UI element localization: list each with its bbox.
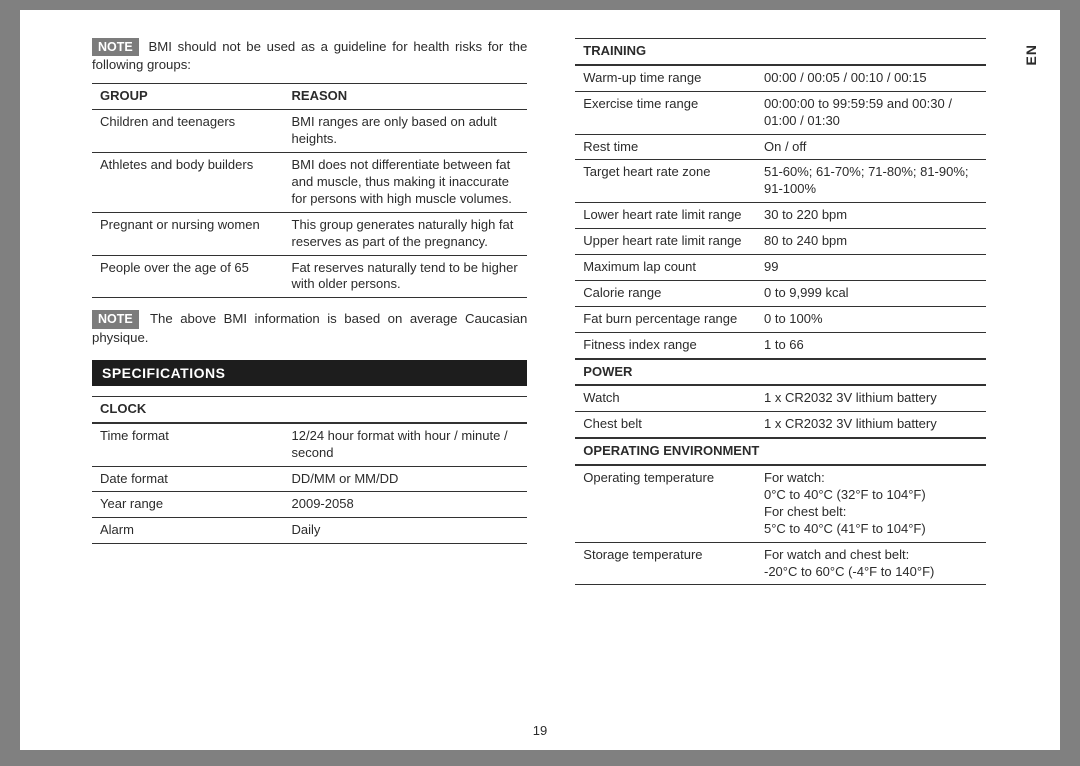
cell: Chest belt [575, 412, 756, 438]
cell: This group generates naturally high fat … [284, 212, 528, 255]
cell: 30 to 220 bpm [756, 203, 986, 229]
table-row: Year range2009-2058 [92, 492, 527, 518]
cell: Athletes and body builders [92, 153, 284, 213]
cell: Calorie range [575, 280, 756, 306]
table-row: Target heart rate zone51-60%; 61-70%; 71… [575, 160, 986, 203]
table-row: Exercise time range00:00:00 to 99:59:59 … [575, 91, 986, 134]
table-row: Athletes and body buildersBMI does not d… [92, 153, 527, 213]
env-table: Operating temperatureFor watch: 0°C to 4… [575, 465, 986, 585]
language-tag: EN [1022, 44, 1040, 65]
cell: Upper heart rate limit range [575, 229, 756, 255]
table-row: Storage temperatureFor watch and chest b… [575, 542, 986, 585]
table-row: Rest timeOn / off [575, 134, 986, 160]
cell: Time format [92, 423, 284, 466]
cell: Fitness index range [575, 332, 756, 358]
cell: Daily [284, 518, 528, 544]
cell: 1 to 66 [756, 332, 986, 358]
cell: 2009-2058 [284, 492, 528, 518]
table-row: Fitness index range1 to 66 [575, 332, 986, 358]
env-heading: OPERATING ENVIRONMENT [575, 438, 986, 465]
cell: Pregnant or nursing women [92, 212, 284, 255]
cell: People over the age of 65 [92, 255, 284, 298]
table-row: Date formatDD/MM or MM/DD [92, 466, 527, 492]
cell: Target heart rate zone [575, 160, 756, 203]
cell: Watch [575, 386, 756, 412]
power-heading: POWER [575, 359, 986, 386]
note-bmi-basis: NOTE The above BMI information is based … [92, 310, 527, 345]
cell: Fat burn percentage range [575, 306, 756, 332]
table-header-row: Group Reason [92, 84, 527, 110]
specifications-heading: SPECIFICATIONS [92, 360, 527, 386]
table-row: Chest belt1 x CR2032 3V lithium battery [575, 412, 986, 438]
table-row: People over the age of 65Fat reserves na… [92, 255, 527, 298]
table-row: Operating temperatureFor watch: 0°C to 4… [575, 466, 986, 543]
note-badge: NOTE [92, 310, 139, 328]
cell: Warm-up time range [575, 65, 756, 91]
cell: BMI ranges are only based on adult heigh… [284, 110, 528, 153]
table-row: Watch1 x CR2032 3V lithium battery [575, 386, 986, 412]
cell: For watch: 0°C to 40°C (32°F to 104°F) F… [756, 466, 986, 543]
cell: Year range [92, 492, 284, 518]
cell: 0 to 100% [756, 306, 986, 332]
col-reason: Reason [284, 84, 528, 110]
cell: Exercise time range [575, 91, 756, 134]
table-row: Upper heart rate limit range80 to 240 bp… [575, 229, 986, 255]
manual-page: EN NOTE BMI should not be used as a guid… [20, 10, 1060, 750]
clock-heading: CLOCK [92, 396, 527, 423]
table-row: Pregnant or nursing womenThis group gene… [92, 212, 527, 255]
table-row: AlarmDaily [92, 518, 527, 544]
training-heading: TRAINING [575, 38, 986, 65]
cell: 1 x CR2032 3V lithium battery [756, 412, 986, 438]
cell: Rest time [575, 134, 756, 160]
note-text: The above BMI information is based on av… [92, 311, 527, 344]
cell: Children and teenagers [92, 110, 284, 153]
table-row: Time format12/24 hour format with hour /… [92, 423, 527, 466]
cell: Lower heart rate limit range [575, 203, 756, 229]
note-text: BMI should not be used as a guideline fo… [92, 39, 527, 72]
cell: 12/24 hour format with hour / minute / s… [284, 423, 528, 466]
cell: For watch and chest belt: -20°C to 60°C … [756, 542, 986, 585]
cell: Date format [92, 466, 284, 492]
note-badge: NOTE [92, 38, 139, 56]
cell: 99 [756, 255, 986, 281]
clock-table: Time format12/24 hour format with hour /… [92, 423, 527, 544]
left-column: NOTE BMI should not be used as a guideli… [92, 38, 527, 730]
power-table: Watch1 x CR2032 3V lithium battery Chest… [575, 385, 986, 438]
cell: Operating temperature [575, 466, 756, 543]
page-number: 19 [533, 723, 547, 740]
cell: 80 to 240 bpm [756, 229, 986, 255]
table-row: Maximum lap count99 [575, 255, 986, 281]
cell: 00:00 / 00:05 / 00:10 / 00:15 [756, 65, 986, 91]
cell: Maximum lap count [575, 255, 756, 281]
training-table: Warm-up time range00:00 / 00:05 / 00:10 … [575, 65, 986, 359]
cell: 00:00:00 to 99:59:59 and 00:30 / 01:00 /… [756, 91, 986, 134]
col-group: Group [92, 84, 284, 110]
cell: 0 to 9,999 kcal [756, 280, 986, 306]
right-column: TRAINING Warm-up time range00:00 / 00:05… [575, 38, 1012, 730]
cell: DD/MM or MM/DD [284, 466, 528, 492]
note-bmi-groups: NOTE BMI should not be used as a guideli… [92, 38, 527, 73]
cell: 51-60%; 61-70%; 71-80%; 81-90%; 91-100% [756, 160, 986, 203]
cell: Storage temperature [575, 542, 756, 585]
cell: On / off [756, 134, 986, 160]
table-row: Lower heart rate limit range30 to 220 bp… [575, 203, 986, 229]
cell: 1 x CR2032 3V lithium battery [756, 386, 986, 412]
table-row: Calorie range0 to 9,999 kcal [575, 280, 986, 306]
table-row: Warm-up time range00:00 / 00:05 / 00:10 … [575, 65, 986, 91]
cell: BMI does not differentiate between fat a… [284, 153, 528, 213]
cell: Alarm [92, 518, 284, 544]
table-row: Fat burn percentage range0 to 100% [575, 306, 986, 332]
table-row: Children and teenagersBMI ranges are onl… [92, 110, 527, 153]
cell: Fat reserves naturally tend to be higher… [284, 255, 528, 298]
bmi-groups-table: Group Reason Children and teenagersBMI r… [92, 83, 527, 298]
